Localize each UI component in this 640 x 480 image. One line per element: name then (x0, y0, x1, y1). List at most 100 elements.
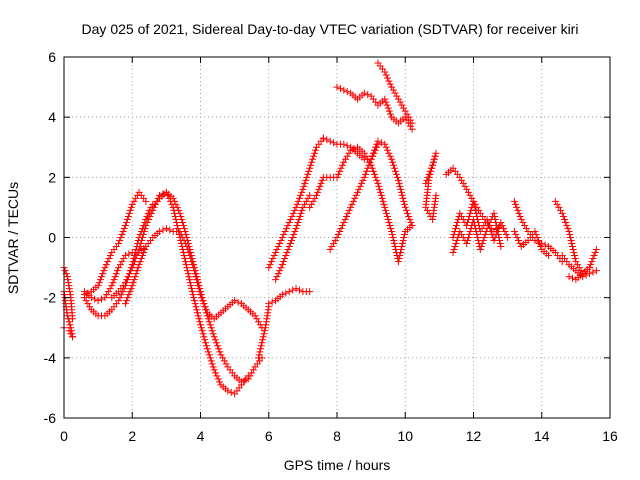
data-point (282, 224, 290, 232)
data-point (397, 185, 405, 193)
data-point (428, 164, 436, 172)
data-point (197, 324, 205, 332)
data-point (331, 237, 339, 245)
data-point (502, 230, 510, 238)
data-point (136, 243, 144, 251)
data-point (569, 246, 577, 254)
data-point (399, 194, 407, 202)
data-point (385, 77, 393, 85)
data-point (474, 234, 482, 241)
data-point (395, 179, 403, 187)
data-point (124, 294, 132, 302)
data-point (340, 218, 348, 226)
data-point (80, 291, 88, 299)
data-point (300, 182, 308, 190)
data-point (397, 246, 405, 254)
data-point (389, 234, 397, 241)
data-point (492, 218, 500, 226)
data-point (401, 230, 409, 238)
data-point (104, 258, 112, 266)
data-point (399, 240, 407, 248)
data-point (564, 224, 572, 232)
y-tick-label: 0 (48, 230, 56, 246)
data-point (244, 375, 252, 383)
data-point (87, 294, 95, 302)
data-point (278, 234, 286, 241)
data-point (149, 200, 157, 208)
data-point (156, 227, 164, 235)
data-point (99, 270, 107, 278)
data-point (400, 197, 408, 205)
data-point (210, 366, 218, 374)
data-point (562, 218, 570, 226)
data-point (95, 279, 103, 287)
data-point (169, 194, 177, 202)
data-point (311, 149, 319, 157)
data-point (208, 360, 216, 368)
data-point (582, 271, 590, 279)
data-point (133, 267, 141, 275)
data-point (382, 98, 390, 106)
data-point (374, 179, 382, 187)
data-point (382, 71, 390, 79)
data-point (140, 249, 148, 257)
data-point (512, 200, 520, 208)
data-point (182, 261, 190, 269)
data-point (401, 107, 409, 115)
data-point (124, 273, 132, 281)
data-point (197, 288, 204, 296)
data-point (98, 295, 106, 303)
data-point (255, 318, 263, 326)
data-point (586, 270, 594, 278)
data-point (330, 139, 338, 147)
data-point (289, 209, 297, 217)
data-point (265, 300, 273, 308)
data-point (458, 212, 466, 220)
data-point (480, 234, 488, 241)
data-point (566, 230, 574, 238)
data-point (517, 215, 525, 223)
data-point (307, 200, 315, 208)
data-point (277, 237, 285, 245)
data-point (592, 267, 600, 275)
data-point (281, 255, 289, 263)
data-point (200, 333, 208, 341)
data-point (464, 237, 472, 245)
data-point (568, 274, 576, 282)
data-point (276, 240, 284, 248)
data-point (465, 212, 473, 220)
data-point (406, 122, 414, 130)
data-point (516, 240, 524, 248)
data-point (117, 234, 125, 241)
data-point (345, 206, 353, 214)
x-tick-label: 8 (333, 428, 341, 444)
data-point (295, 286, 303, 294)
data-point (314, 188, 322, 196)
data-point (268, 298, 276, 306)
data-point (486, 218, 494, 226)
data-point (84, 289, 92, 297)
data-point (193, 273, 201, 281)
data-point (291, 227, 299, 235)
data-point (360, 149, 368, 157)
data-point (182, 230, 190, 238)
data-point (265, 264, 273, 272)
data-point (429, 158, 437, 166)
data-point (307, 161, 315, 169)
data-point (589, 268, 597, 276)
data-point (251, 312, 259, 320)
x-axis-label: GPS time / hours (284, 457, 391, 473)
data-point (280, 230, 288, 238)
data-point (340, 86, 348, 94)
data-point (391, 243, 399, 251)
data-point (456, 209, 464, 217)
data-point (464, 188, 472, 196)
data-point (328, 243, 336, 251)
data-point (388, 230, 396, 238)
data-point (204, 315, 212, 323)
data-point (285, 218, 293, 226)
data-point (383, 101, 391, 109)
data-point (284, 246, 292, 254)
data-point (298, 188, 306, 196)
